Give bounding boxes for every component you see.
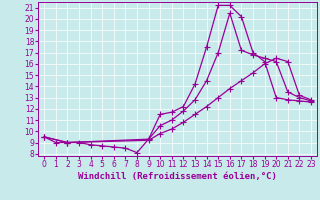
X-axis label: Windchill (Refroidissement éolien,°C): Windchill (Refroidissement éolien,°C) — [78, 172, 277, 181]
